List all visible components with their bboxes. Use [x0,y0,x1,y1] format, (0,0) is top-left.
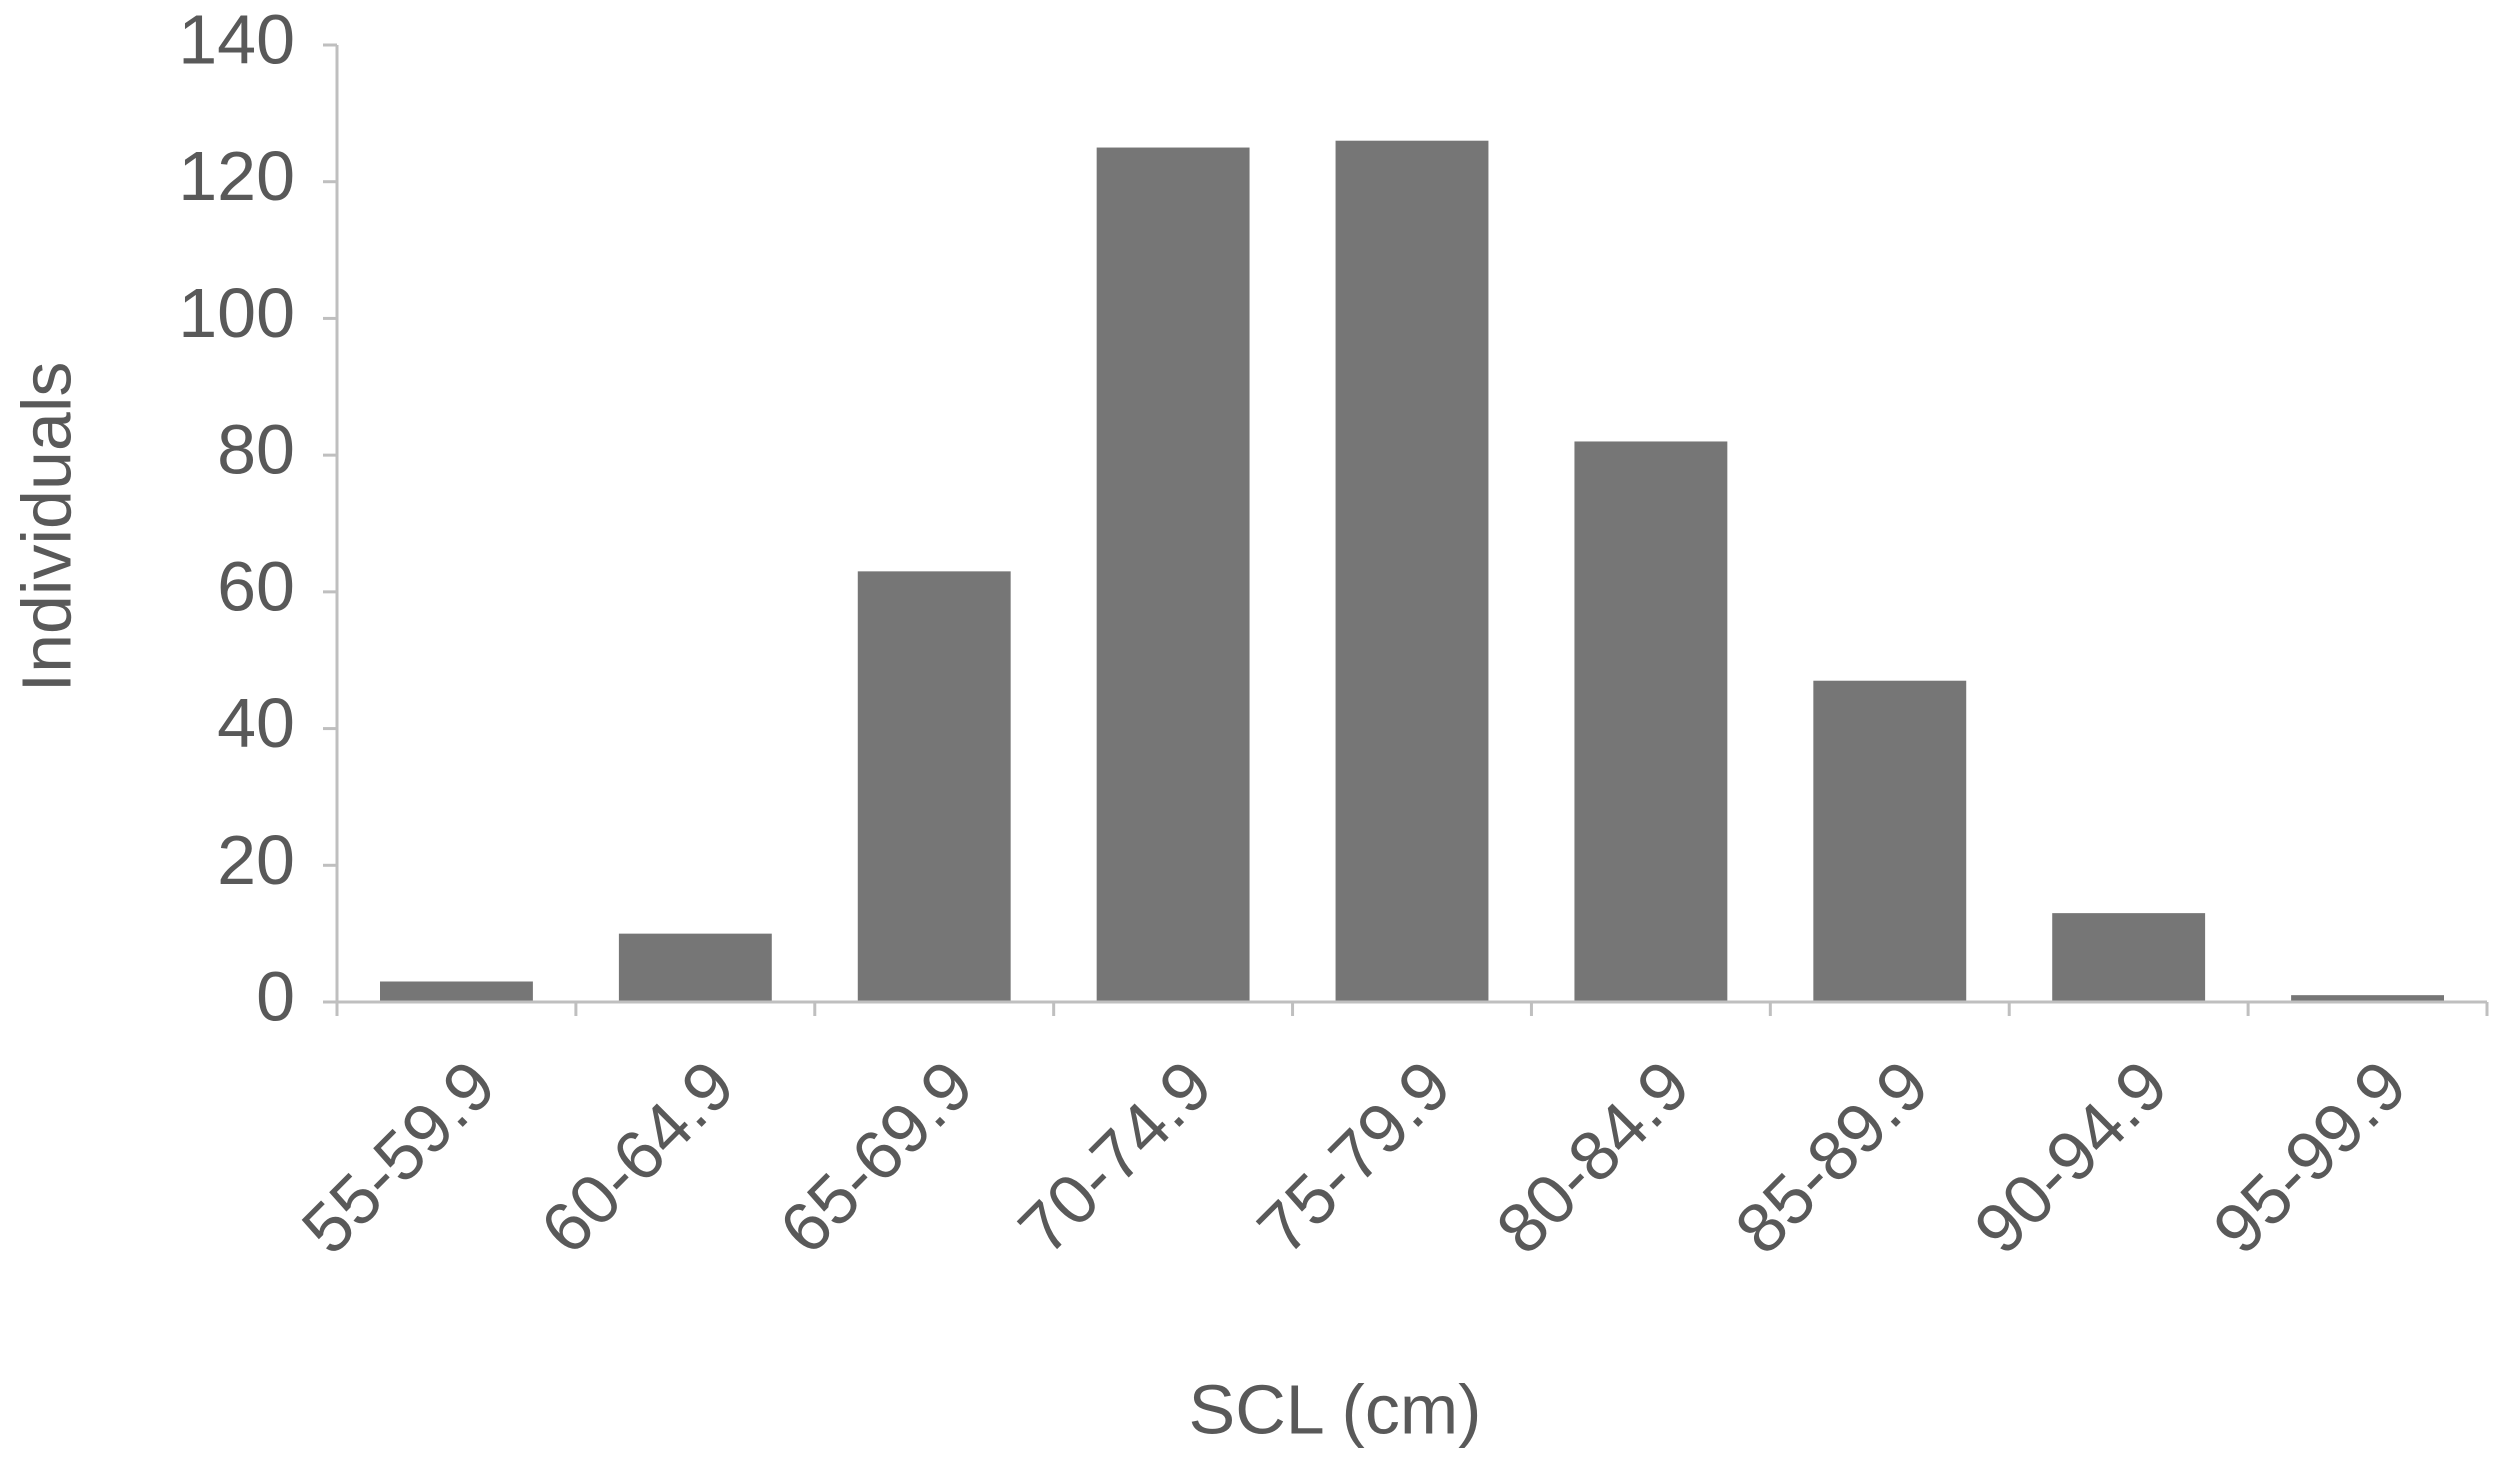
y-tick-label: 80 [217,411,295,489]
bar [1335,140,1489,1002]
y-tick-label: 140 [178,0,295,78]
bar [857,571,1011,1002]
y-tick-label: 60 [217,547,295,625]
x-tick-label: 55-59.9 [287,1046,510,1269]
x-tick-label: 65-69.9 [765,1046,988,1269]
bar [2291,995,2444,1002]
x-tick-label: 75-79.9 [1243,1046,1466,1269]
x-tick-label: 60-64.9 [526,1046,749,1269]
y-tick-label: 100 [178,274,295,352]
bar [380,981,533,1002]
x-tick-label: 90-94.9 [1959,1046,2182,1269]
x-axis-title: SCL (cm) [1189,1370,1482,1448]
bar [1813,680,1967,1002]
bar [2052,913,2206,1002]
y-tick-label: 0 [256,957,295,1035]
x-tick-label: 85-89.9 [1720,1046,1943,1269]
bar [1096,147,1250,1003]
y-tick-label: 20 [217,821,295,899]
bar [618,933,772,1002]
x-tick-label: 70-74.9 [1004,1046,1227,1269]
x-tick-label: 95-99.9 [2198,1046,2421,1269]
y-axis-title: Individuals [7,362,85,693]
y-tick-label: 120 [178,137,295,215]
y-tick-label: 40 [217,684,295,762]
x-tick-label: 80-84.9 [1482,1046,1705,1269]
bar [1574,441,1728,1002]
